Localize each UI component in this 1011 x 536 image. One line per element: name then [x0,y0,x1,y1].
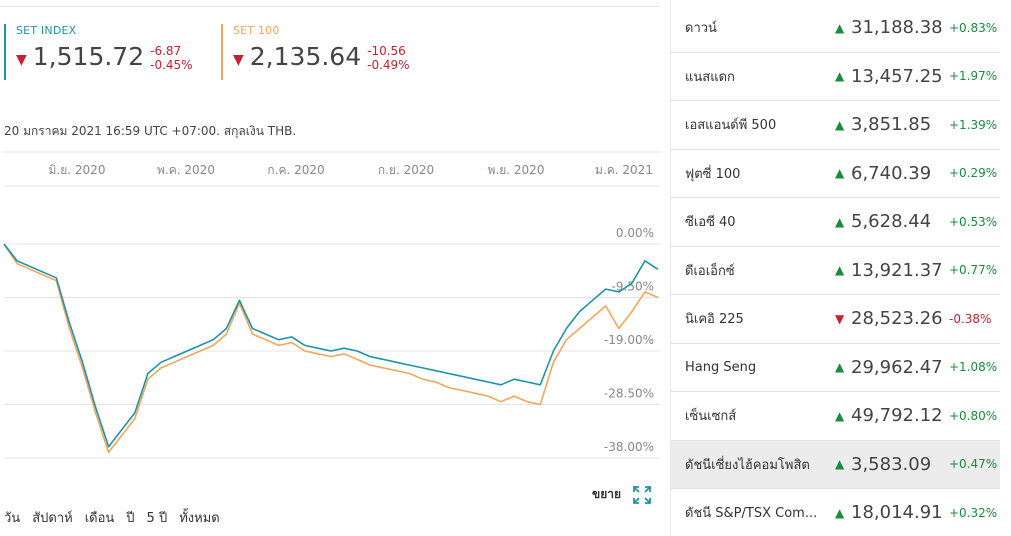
market-name: นิเคอิ 225 [685,312,744,328]
market-name: เอสแอนด์พี 500 [685,118,777,134]
world-markets-list: ดาวน์ ▲ 31,188.38 +0.83% แนสแดก ▲ 13,457.25 +1.… [670,0,1011,536]
market-row[interactable]: Hang Seng ▲ 29,962.47 +1.08% [671,344,1000,392]
index-change: -10.56 [367,44,406,58]
y-tick-label: -28.50% [604,387,654,401]
x-tick-label: พ.ย. 2020 [488,163,545,177]
market-change: +0.32% [949,505,998,520]
index-card-set[interactable]: SET INDEX ▼ 1,515.72 -6.87 -0.45% [4,24,214,80]
market-name: แนสแดก [685,69,735,85]
index-change-pct: -0.45% [150,58,193,72]
market-value: 29,962.47 [851,356,943,378]
range-month[interactable]: เดือน [84,511,115,526]
market-change: +0.47% [949,457,998,472]
market-row[interactable]: เซ็นเซกส์ ▲ 49,792.12 +0.80% [671,392,1000,441]
down-arrow-icon: ▼ [835,311,845,326]
series-line [3,243,659,448]
market-row[interactable]: แนสแดก ▲ 13,457.25 +1.97% [671,53,1000,101]
x-tick-label: พ.ค. 2020 [157,163,215,177]
market-value: 18,014.91 [851,502,943,524]
market-change: +1.97% [949,69,998,84]
range-selector: วัน สัปดาห์ เดือน ปี 5 ปี ทั้งหมด [4,507,232,528]
market-row[interactable]: ซีเอซี 40 ▲ 5,628.44 +0.53% [671,198,1000,247]
x-tick-label: มิ.ย. 2020 [49,163,106,177]
market-row[interactable]: ดีเอเอ็กซ์ ▲ 13,921.37 +0.77% [671,247,1000,295]
market-value: 31,188.38 [851,17,943,39]
index-card-set100[interactable]: SET 100 ▼ 2,135.64 -10.56 -0.49% [221,24,451,80]
market-change: +0.53% [949,214,998,229]
expand-chart-button[interactable]: ขยาย [592,485,651,504]
market-value: 3,851.85 [851,114,932,136]
x-tick-label: ม.ค. 2021 [595,163,653,177]
timestamp-currency: 20 มกราคม 2021 16:59 UTC +07:00. สกุลเงิ… [4,124,297,138]
market-value: 3,583.09 [851,453,932,475]
market-change: +1.39% [949,117,998,132]
market-name: ดีเอเอ็กซ์ [685,263,735,279]
y-tick-label: -38.00% [604,440,654,454]
range-all[interactable]: ทั้งหมด [179,511,220,526]
market-change: -0.38% [949,311,992,326]
x-tick-label: ก.ค. 2020 [267,163,324,177]
market-value: 6,740.39 [851,162,932,184]
market-name: ซีเอซี 40 [685,215,736,231]
up-arrow-icon: ▲ [835,20,845,35]
up-arrow-icon: ▲ [835,214,845,229]
expand-icon [633,485,651,504]
market-row[interactable]: นิเคอิ 225 ▼ 28,523.26 -0.38% [671,295,1000,344]
market-value: 13,921.37 [851,259,943,281]
market-row[interactable]: ดาวน์ ▲ 31,188.38 +0.83% [671,4,1000,53]
market-change: +0.80% [949,408,998,423]
market-name: ดาวน์ [685,21,717,37]
up-arrow-icon: ▲ [835,166,845,181]
up-arrow-icon: ▲ [835,457,845,472]
market-name: เซ็นเซกส์ [685,409,737,425]
market-change: +0.83% [949,20,998,35]
up-arrow-icon: ▲ [835,117,845,132]
market-change: +0.29% [949,166,998,181]
divider [0,6,660,7]
y-tick-label: -19.00% [604,333,654,347]
y-tick-label: 0.00% [616,226,654,240]
down-arrow-icon: ▼ [16,52,27,68]
range-day[interactable]: วัน [4,511,21,526]
range-5year[interactable]: 5 ปี [146,511,168,526]
market-value: 13,457.25 [851,65,943,87]
index-value: 1,515.72 [32,42,145,71]
index-name: SET INDEX [16,24,77,37]
x-tick-label: ก.ย. 2020 [378,163,434,177]
down-arrow-icon: ▼ [233,52,244,68]
up-arrow-icon: ▲ [835,408,845,423]
market-name: ดัชนีเซี่ยงไฮ้คอมโพสิต [685,457,810,473]
index-line-chart[interactable]: มิ.ย. 2020 พ.ค. 2020 ก.ค. 2020 ก.ย. 2020 พ.ย… [0,150,668,480]
index-change: -6.87 [150,44,182,58]
market-value: 28,523.26 [851,308,943,330]
market-row[interactable]: ดัชนีเซี่ยงไฮ้คอมโพสิต ▲ 3,583.09 +0.47% [671,440,1000,489]
index-panel: SET INDEX ▼ 1,515.72 -6.87 -0.45% SET 10… [0,6,668,528]
series-line [3,243,659,454]
index-name: SET 100 [233,24,280,37]
index-value: 2,135.64 [249,42,362,71]
up-arrow-icon: ▲ [835,505,845,520]
range-year[interactable]: ปี [126,511,135,526]
market-value: 5,628.44 [851,211,932,233]
up-arrow-icon: ▲ [835,69,845,84]
market-change: +1.08% [949,360,998,375]
market-change: +0.77% [949,263,998,278]
market-row[interactable]: เอสแอนด์พี 500 ▲ 3,851.85 +1.39% [671,101,1000,150]
market-row[interactable]: ฟุตซี่ 100 ▲ 6,740.39 +0.29% [671,150,1000,198]
market-row[interactable]: ดัชนี S&P/TSX Com... ▲ 18,014.91 +0.32% [671,489,1000,536]
market-name: ฟุตซี่ 100 [685,166,741,182]
up-arrow-icon: ▲ [835,263,845,278]
market-name: Hang Seng [685,359,757,375]
range-week[interactable]: สัปดาห์ [32,511,73,526]
up-arrow-icon: ▲ [835,360,845,375]
market-value: 49,792.12 [851,405,943,427]
index-change-pct: -0.49% [367,58,410,72]
expand-label: ขยาย [592,487,622,501]
market-name: ดัชนี S&P/TSX Com... [685,506,818,522]
